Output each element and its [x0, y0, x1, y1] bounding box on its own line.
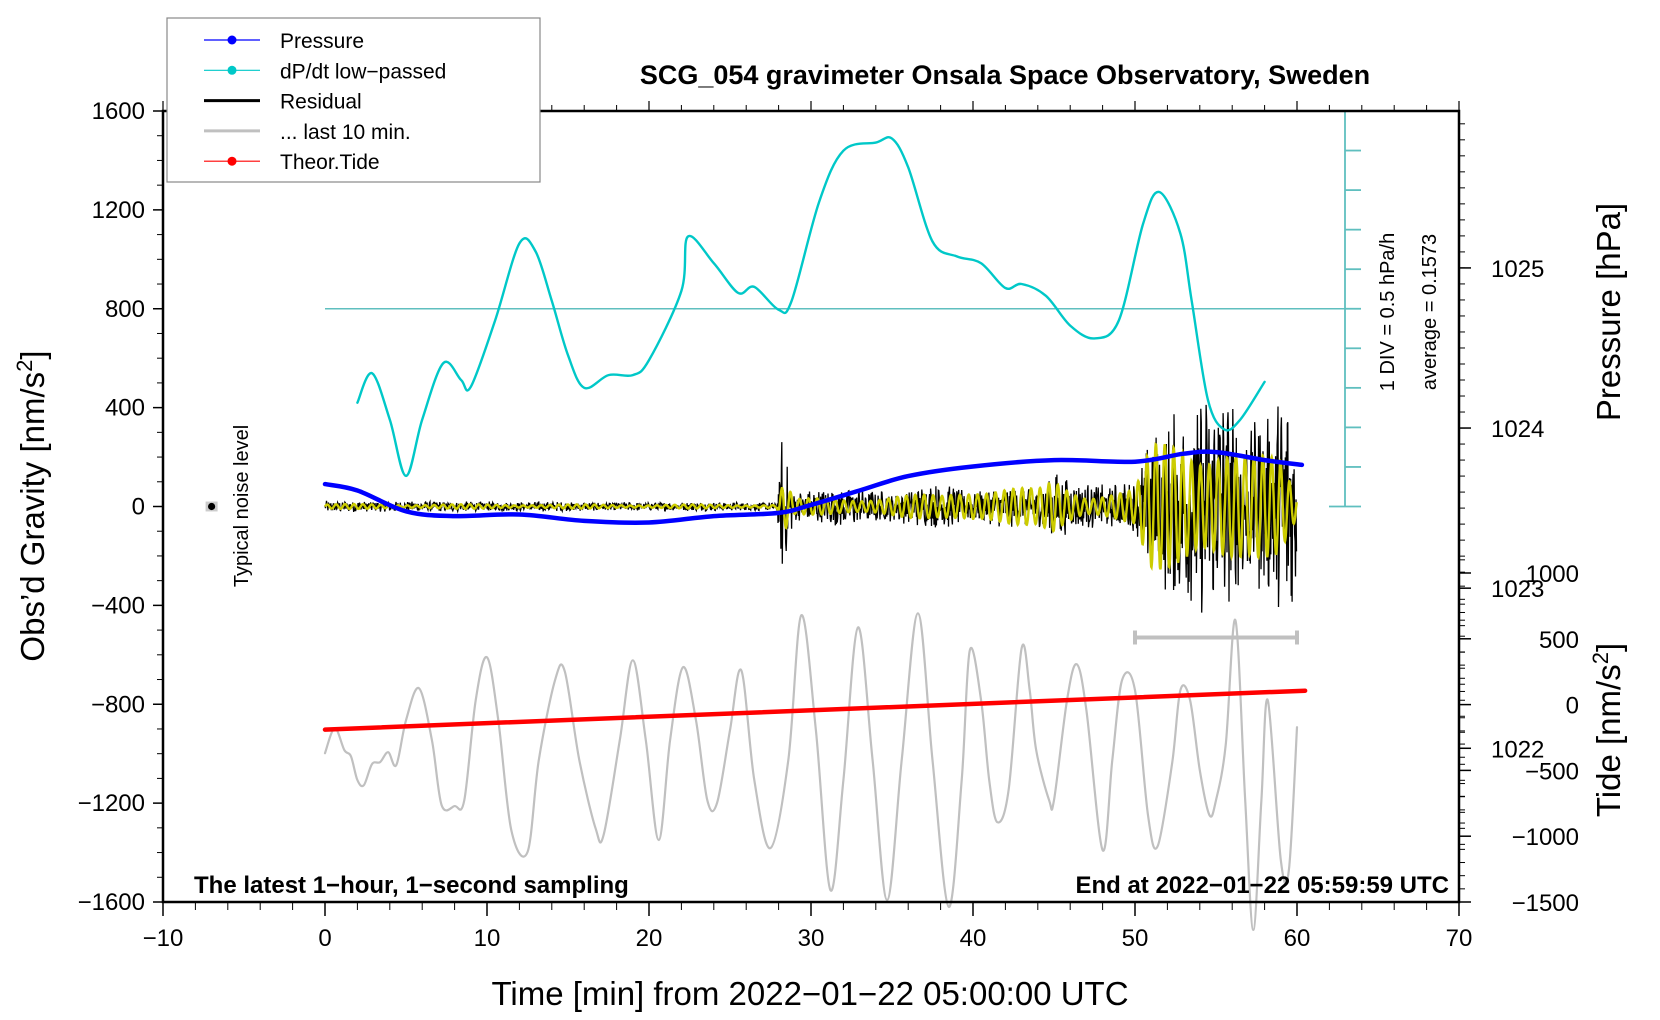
series-theor-tide: [322, 688, 1308, 732]
y-left-tick-label: −1600: [78, 889, 145, 916]
tide-title-text: Tide [nm/s: [1590, 664, 1627, 817]
legend-label: Pressure: [280, 30, 364, 53]
series-layer: [322, 136, 1308, 932]
x-tick-label: 30: [798, 925, 825, 952]
y-left-title-sup: 2: [12, 360, 37, 372]
tide-tick-label: −500: [1525, 758, 1579, 785]
y-left-title-end: ]: [14, 350, 51, 359]
legend-swatch-marker: [227, 35, 237, 45]
y-left-tick-label: 1600: [92, 98, 145, 125]
pressure-tick-label: 1025: [1491, 256, 1544, 283]
y-axis-left-title: Obs’d Gravity [nm/s2]: [12, 350, 51, 661]
series-residual-lowpassed: [324, 442, 1298, 571]
x-tick-label: 20: [636, 925, 663, 952]
noise-level-marker: [205, 501, 218, 512]
x-tick-label: 10: [474, 925, 501, 952]
pressure-tick-label: 1024: [1491, 416, 1544, 443]
x-tick-label: 0: [318, 925, 331, 952]
x-tick-label: 40: [960, 925, 987, 952]
legend-label: Residual: [280, 91, 362, 114]
tick-labels: −10 0 10 20 30 40 50 60 70 1600 1200 800 400 0 −400 −80…: [78, 98, 1579, 952]
tide-title-end: ]: [1590, 643, 1627, 652]
legend-items: Pressure dP/dt low−passed Residual ... last…: [204, 30, 446, 174]
legend-label: dP/dt low−passed: [280, 60, 446, 83]
footer-right-label: End at 2022−01−22 05:59:59 UTC: [1075, 872, 1449, 899]
tide-tick-label: −1500: [1512, 890, 1579, 917]
tide-tick-label: 1000: [1526, 561, 1579, 588]
tide-tick-label: −1000: [1512, 824, 1579, 851]
x-axis-title: Time [min] from 2022−01−22 05:00:00 UTC: [491, 975, 1128, 1012]
tide-tick-label: 0: [1566, 693, 1579, 720]
pressure-tick-label: 1023: [1491, 576, 1544, 603]
legend-label: ... last 10 min.: [280, 121, 411, 144]
tide-title-sup: 2: [1588, 652, 1613, 664]
x-tick-label: −10: [143, 925, 184, 952]
x-tick-label: 70: [1446, 925, 1473, 952]
y-left-tick-label: 400: [105, 395, 145, 422]
legend-swatch-marker: [227, 156, 237, 166]
tide-tick-label: 500: [1539, 627, 1579, 654]
dpdt-div-label: 1 DIV = 0.5 hPa/h: [1377, 233, 1399, 391]
pressure-tick-label: 1022: [1491, 736, 1544, 763]
legend: Pressure dP/dt low−passed Residual ... last…: [166, 17, 541, 183]
plot-frame: [161, 109, 1461, 904]
y-left-tick-label: 0: [132, 494, 145, 521]
x-tick-label: 50: [1122, 925, 1149, 952]
y-left-tick-label: −800: [91, 691, 145, 718]
x-tick-label: 60: [1284, 925, 1311, 952]
noise-level-label: Typical noise level: [231, 425, 253, 587]
y-left-tick-label: −1200: [78, 790, 145, 817]
footer-left-label: The latest 1−hour, 1−second sampling: [194, 872, 629, 899]
legend-label: Theor.Tide: [280, 151, 380, 174]
series-dpdt: [356, 136, 1266, 478]
legend-swatch-marker: [227, 65, 237, 75]
y-left-title-text: Obs’d Gravity [nm/s: [14, 372, 51, 662]
series-pressure: [322, 449, 1305, 526]
chart-title: SCG_054 gravimeter Onsala Space Observat…: [640, 60, 1370, 90]
y-axis-tide-title: Tide [nm/s2]: [1588, 643, 1627, 817]
y-left-tick-label: 800: [105, 296, 145, 323]
dpdt-average-label: average = 0.1573: [1419, 234, 1441, 390]
y-left-tick-label: 1200: [92, 197, 145, 224]
y-left-tick-label: −400: [91, 592, 145, 619]
y-axis-pressure-title: Pressure [hPa]: [1590, 203, 1627, 421]
series-last-10-min: [323, 612, 1299, 932]
noise-level-dot: [208, 502, 216, 511]
